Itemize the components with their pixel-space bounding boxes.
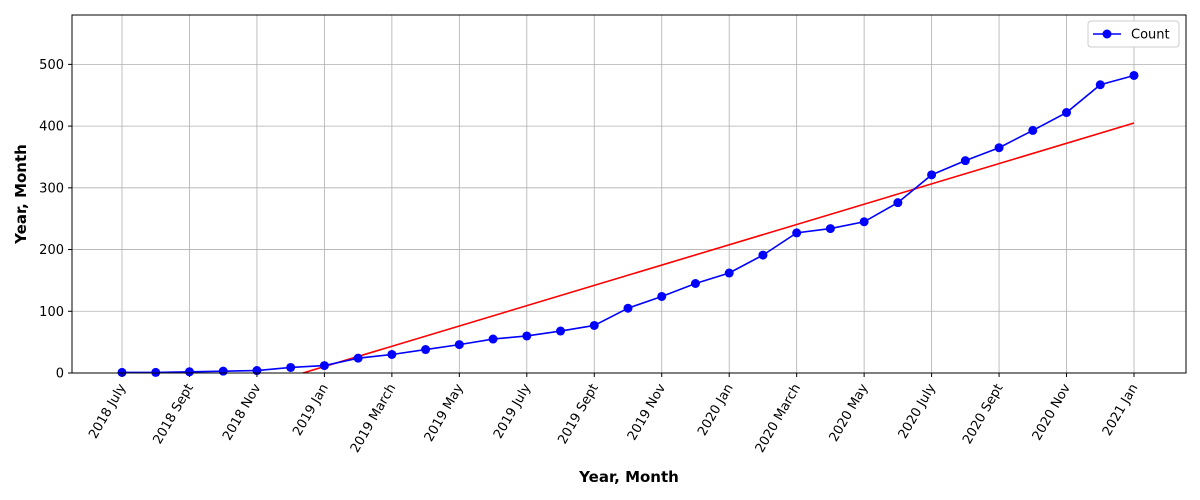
x-tick-label: 2019 July [491, 381, 534, 441]
data-point [421, 345, 431, 355]
x-tick-label: 2019 Nov [625, 381, 669, 443]
x-tick-label: 2020 July [896, 381, 939, 441]
x-tick-label: 2018 Sept [151, 382, 197, 447]
data-point [522, 331, 532, 341]
data-point [690, 279, 700, 288]
data-point [184, 367, 194, 377]
data-point [353, 353, 363, 363]
x-axis-ticks: 2018 July 2018 Sept 2018 Nov 2019 Jan 2019 M… [86, 373, 1141, 456]
x-tick-label: 2020 Nov [1030, 381, 1074, 443]
data-point [893, 198, 903, 208]
x-tick-label: 2019 May [422, 381, 467, 444]
trend-line-group [300, 122, 1135, 373]
data-point [1095, 80, 1105, 90]
data-point [488, 334, 498, 344]
y-tick-label: 0 [56, 367, 64, 382]
data-point [623, 303, 633, 313]
data-point [1028, 125, 1038, 135]
series-line-count [122, 74, 1135, 374]
data-point [792, 228, 802, 238]
data-point [454, 340, 464, 350]
data-point [724, 268, 734, 278]
data-point [589, 320, 599, 330]
trend-line [300, 122, 1135, 373]
x-tick-label: 2019 Jan [290, 382, 332, 439]
data-point [657, 291, 667, 301]
x-tick-label: 2021 Jan [1100, 382, 1142, 439]
data-point [994, 143, 1004, 153]
x-tick-label: 2020 March [753, 382, 804, 456]
y-axis-title: Year, Month [12, 144, 30, 245]
data-point [387, 349, 397, 359]
series-group [117, 70, 1139, 377]
data-point [117, 367, 127, 377]
grid [72, 15, 1186, 374]
data-point [1062, 108, 1072, 118]
x-tick-label: 2018 Nov [220, 381, 264, 443]
x-tick-label: 2020 May [827, 381, 872, 444]
y-tick-label: 100 [39, 305, 64, 320]
x-tick-label: 2018 July [86, 381, 129, 441]
x-axis-title: Year, Month [578, 468, 679, 486]
data-point [218, 366, 228, 376]
y-tick-label: 500 [39, 58, 64, 73]
data-point [960, 156, 970, 166]
x-tick-label: 2019 March [348, 382, 399, 456]
x-tick-label: 2019 Sept [555, 382, 601, 447]
legend-label-count: Count [1131, 28, 1170, 43]
legend: Count [1087, 20, 1180, 48]
y-tick-label: 400 [39, 120, 64, 135]
data-point [1129, 70, 1139, 80]
y-tick-label: 200 [39, 243, 64, 258]
data-point [319, 361, 329, 371]
data-point [286, 362, 296, 372]
legend-box [1087, 20, 1180, 48]
x-tick-label: 2020 Jan [695, 382, 737, 439]
data-point [859, 217, 869, 227]
data-point [825, 224, 835, 234]
data-point [556, 326, 566, 336]
plot-frame [71, 14, 1187, 374]
data-point [151, 367, 161, 377]
y-axis-ticks: 0 100 200 300 400 500 [39, 58, 72, 382]
x-tick-label: 2020 Sept [960, 382, 1006, 447]
legend-marker-sample [1102, 29, 1112, 39]
y-tick-label: 300 [39, 181, 64, 196]
data-point [758, 250, 768, 260]
data-point [927, 170, 937, 180]
